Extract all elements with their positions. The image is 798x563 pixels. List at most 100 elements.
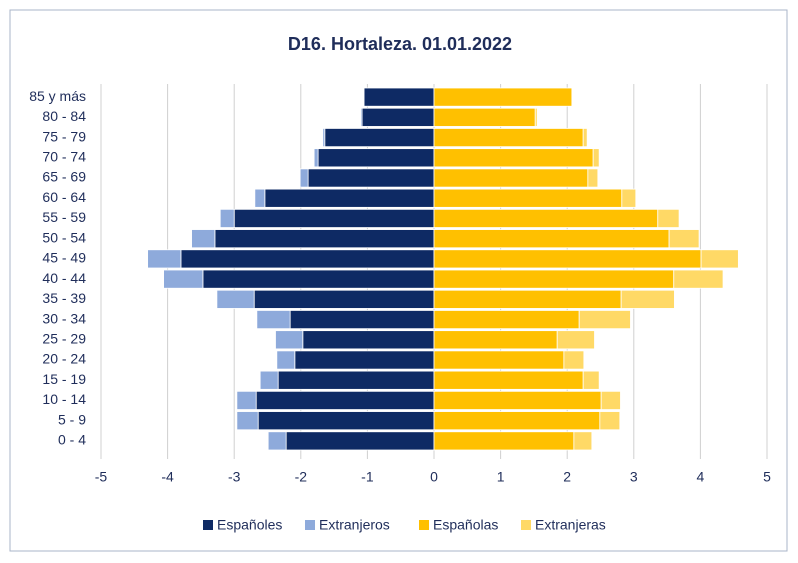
y-tick-label: 20 - 24 [42, 351, 86, 367]
bar [363, 87, 435, 107]
bar [433, 168, 589, 188]
bar [433, 249, 702, 269]
y-tick-label: 55 - 59 [42, 209, 86, 225]
legend-swatch [305, 520, 315, 530]
y-tick-label: 60 - 64 [42, 189, 86, 205]
x-tick-label: 5 [763, 469, 771, 485]
bar [534, 107, 538, 127]
x-tick-label: -3 [228, 469, 241, 485]
legend-label: Extranjeros [319, 517, 390, 533]
bar [578, 310, 631, 330]
bar [433, 269, 675, 289]
x-tick-label: 0 [430, 469, 438, 485]
bar [433, 411, 601, 431]
x-tick-label: -1 [361, 469, 374, 485]
legend-label: Extranjeras [535, 517, 606, 533]
bar [299, 168, 309, 188]
bar [599, 411, 621, 431]
legend-label: Españolas [433, 517, 498, 533]
bar [433, 87, 573, 107]
bar [254, 188, 266, 208]
y-tick-label: 35 - 39 [42, 290, 86, 306]
bar [582, 370, 600, 390]
bar [256, 310, 291, 330]
bar [433, 390, 602, 410]
bar [433, 188, 623, 208]
y-tick-label: 50 - 54 [42, 229, 86, 245]
y-tick-label: 15 - 19 [42, 371, 86, 387]
bar [216, 289, 255, 309]
bar [433, 330, 558, 350]
y-tick-label: 45 - 49 [42, 250, 86, 266]
bar [433, 208, 659, 228]
bar [433, 370, 584, 390]
x-tick-label: 1 [497, 469, 505, 485]
bar [275, 330, 304, 350]
bar [264, 188, 435, 208]
x-tick-label: -4 [161, 469, 174, 485]
bar [322, 128, 326, 148]
bar [313, 148, 319, 168]
bar [433, 431, 575, 451]
y-tick-label: 80 - 84 [42, 108, 86, 124]
bar [361, 107, 435, 127]
bar [257, 411, 435, 431]
bar [163, 269, 204, 289]
y-tick-label: 30 - 34 [42, 310, 86, 326]
bar [214, 229, 435, 249]
y-tick-label: 10 - 14 [42, 391, 86, 407]
bar [277, 370, 435, 390]
y-tick-label: 25 - 29 [42, 330, 86, 346]
bar [360, 107, 363, 127]
bar [236, 411, 259, 431]
bar [259, 370, 279, 390]
bar [294, 350, 435, 370]
x-tick-label: 4 [697, 469, 705, 485]
bar [289, 310, 435, 330]
bar [582, 128, 588, 148]
bar [433, 229, 670, 249]
bar [302, 330, 435, 350]
bar [620, 289, 675, 309]
bar [255, 390, 435, 410]
bar [253, 289, 435, 309]
y-tick-label: 0 - 4 [58, 432, 86, 448]
bar [592, 148, 600, 168]
bar [433, 310, 580, 330]
y-tick-label: 65 - 69 [42, 169, 86, 185]
bar [433, 107, 536, 127]
legend-swatch [521, 520, 531, 530]
bar [267, 431, 287, 451]
bar [219, 208, 235, 228]
bar [276, 350, 296, 370]
bar [587, 168, 599, 188]
x-tick-label: 2 [563, 469, 571, 485]
bar [573, 431, 593, 451]
legend-label: Españoles [217, 517, 282, 533]
y-tick-label: 85 y más [29, 88, 86, 104]
bar [180, 249, 435, 269]
y-tick-label: 70 - 74 [42, 148, 86, 164]
bar [202, 269, 435, 289]
legend-swatch [203, 520, 213, 530]
bar [324, 128, 435, 148]
bar [657, 208, 680, 228]
y-tick-label: 40 - 44 [42, 270, 86, 286]
bar [285, 431, 435, 451]
bar [433, 350, 565, 370]
bar [433, 128, 584, 148]
bar [433, 289, 622, 309]
bar [191, 229, 216, 249]
bar [621, 188, 637, 208]
bar [600, 390, 621, 410]
y-tick-label: 5 - 9 [58, 411, 86, 427]
bar [700, 249, 739, 269]
x-tick-label: -5 [95, 469, 108, 485]
bar [233, 208, 435, 228]
bar [668, 229, 700, 249]
bar [556, 330, 595, 350]
bar [236, 390, 257, 410]
x-tick-label: 3 [630, 469, 638, 485]
bar [433, 148, 594, 168]
